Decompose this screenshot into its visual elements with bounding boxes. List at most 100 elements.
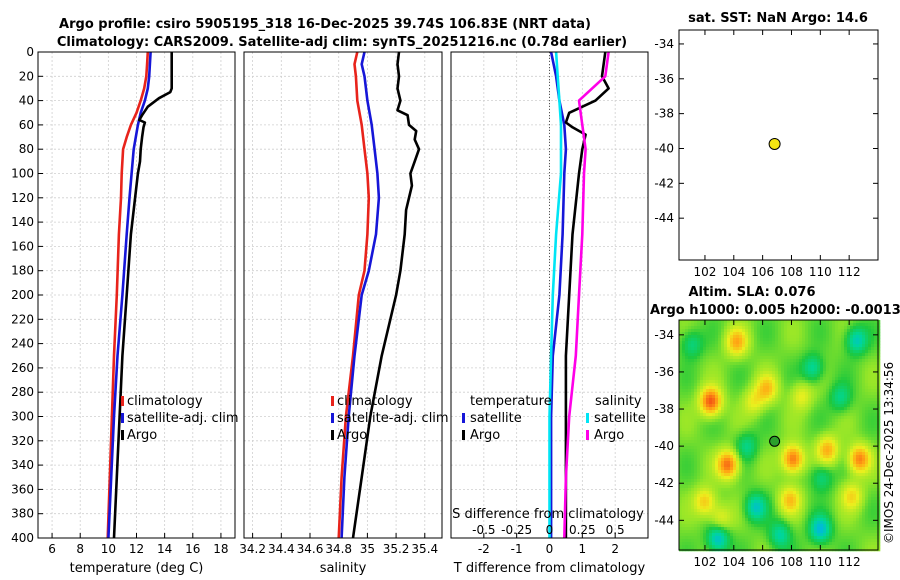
sla-cell (763, 422, 767, 426)
sla-cell (694, 350, 698, 354)
sla-cell (823, 350, 827, 354)
sla-cell (760, 326, 764, 330)
sla-cell (712, 494, 716, 498)
sla-cell (826, 344, 830, 348)
sla-cell (865, 527, 869, 531)
sla-cell (748, 497, 752, 501)
sla-cell (829, 464, 833, 468)
sla-cell (811, 326, 815, 330)
sla-cell (823, 467, 827, 471)
sla-cell (682, 332, 686, 336)
sla-cell (781, 395, 785, 399)
sla-cell (787, 431, 791, 435)
sla-cell (814, 521, 818, 525)
sla-cell (817, 335, 821, 339)
sla-cell (847, 416, 851, 420)
sla-cell (859, 419, 863, 423)
sla-cell (679, 458, 683, 462)
sla-cell (832, 437, 836, 441)
sla-cell (808, 401, 812, 405)
sla-cell (775, 446, 779, 450)
legend-label: climatology (337, 394, 413, 409)
sla-cell (709, 464, 713, 468)
sla-cell (820, 344, 824, 348)
sla-cell (862, 500, 866, 504)
sla-cell (871, 359, 875, 363)
sla-cell (769, 320, 773, 324)
sla-cell (733, 509, 737, 513)
sla-cell (757, 389, 761, 393)
sla-cell (820, 359, 824, 363)
sla-cell (748, 422, 752, 426)
sla-cell (748, 455, 752, 459)
sla-cell (823, 506, 827, 510)
sla-cell (784, 419, 788, 423)
sla-cell (865, 491, 869, 495)
sla-cell (691, 389, 695, 393)
s-tick-label: -0.5 (472, 523, 495, 537)
sla-cell (865, 335, 869, 339)
sla-cell (679, 449, 683, 453)
sla-cell (688, 515, 692, 519)
sla-cell (877, 413, 881, 417)
sla-cell (877, 407, 881, 411)
sla-cell (697, 380, 701, 384)
sla-cell (787, 473, 791, 477)
series-line-0 (337, 51, 371, 539)
sla-cell (838, 404, 842, 408)
sla-cell (694, 446, 698, 450)
sla-cell (745, 362, 749, 366)
sla-cell (796, 326, 800, 330)
sla-cell (703, 380, 707, 384)
sla-cell (760, 485, 764, 489)
sla-cell (787, 518, 791, 522)
sla-cell (694, 377, 698, 381)
sla-cell (745, 449, 749, 453)
sla-cell (808, 389, 812, 393)
sla-cell (832, 443, 836, 447)
sla-cell (769, 446, 773, 450)
sla-cell (820, 473, 824, 477)
sla-cell (694, 488, 698, 492)
sla-cell (700, 404, 704, 408)
sla-cell (799, 359, 803, 363)
sla-cell (784, 461, 788, 465)
sla-cell (700, 524, 704, 528)
sla-cell (853, 362, 857, 366)
sla-cell (856, 395, 860, 399)
sla-cell (811, 377, 815, 381)
sla-cell (757, 482, 761, 486)
sla-cell (751, 512, 755, 516)
sla-cell (682, 356, 686, 360)
sla-cell (766, 482, 770, 486)
sla-cell (856, 323, 860, 327)
sla-cell (808, 437, 812, 441)
sla-cell (721, 365, 725, 369)
sla-cell (703, 488, 707, 492)
sla-cell (865, 485, 869, 489)
sla-cell (781, 425, 785, 429)
sla-cell (748, 398, 752, 402)
sla-cell (823, 326, 827, 330)
sla-cell (799, 347, 803, 351)
sla-cell (745, 374, 749, 378)
sla-cell (712, 428, 716, 432)
sla-cell (691, 521, 695, 525)
sla-cell (844, 455, 848, 459)
sla-cell (817, 389, 821, 393)
sla-cell (724, 470, 728, 474)
sla-cell (694, 395, 698, 399)
sla-cell (742, 485, 746, 489)
sla-cell (748, 428, 752, 432)
sla-cell (775, 515, 779, 519)
sla-cell (679, 446, 683, 450)
sla-cell (793, 389, 797, 393)
sla-cell (874, 437, 878, 441)
sla-cell (775, 455, 779, 459)
sla-cell (826, 419, 830, 423)
sla-cell (799, 422, 803, 426)
sla-cell (814, 419, 818, 423)
sla-cell (850, 389, 854, 393)
sla-cell (697, 485, 701, 489)
sla-cell (832, 521, 836, 525)
